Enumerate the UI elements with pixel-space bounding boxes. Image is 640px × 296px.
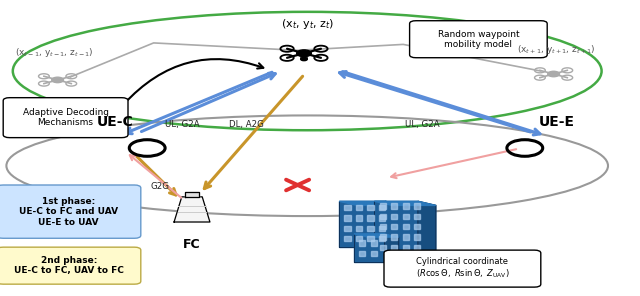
Text: 1st phase:
UE-C to FC and UAV
UE-E to UAV: 1st phase: UE-C to FC and UAV UE-E to UA… [19,197,118,226]
FancyBboxPatch shape [410,21,547,58]
FancyBboxPatch shape [0,185,141,238]
Polygon shape [385,201,403,251]
Text: UL, G2A: UL, G2A [405,120,440,129]
Text: UE-C: UE-C [97,115,134,129]
Polygon shape [414,245,420,250]
Polygon shape [403,234,409,240]
Polygon shape [367,205,374,210]
Polygon shape [403,203,409,209]
Polygon shape [380,245,386,250]
Text: 2nd phase:
UE-C to FC, UAV to FC: 2nd phase: UE-C to FC, UAV to FC [14,256,124,275]
Text: UE-E: UE-E [539,115,575,129]
Polygon shape [359,251,365,256]
Polygon shape [414,224,420,229]
Polygon shape [344,236,351,241]
Polygon shape [371,251,377,256]
Polygon shape [344,215,351,221]
Polygon shape [380,224,386,229]
Polygon shape [414,234,420,240]
Polygon shape [367,236,374,241]
Circle shape [52,77,63,83]
Polygon shape [414,203,420,209]
Polygon shape [380,214,386,219]
Polygon shape [379,205,385,210]
Text: Random waypoint
mobility model: Random waypoint mobility model [438,30,519,49]
Text: Cylindrical coordinate
$(R\cos\Theta,\ R\sin\Theta,\ Z_{\mathrm{UAV}})$: Cylindrical coordinate $(R\cos\Theta,\ R… [415,257,509,280]
Polygon shape [379,236,385,241]
Polygon shape [380,234,386,240]
Polygon shape [356,205,362,210]
FancyBboxPatch shape [0,247,141,284]
Polygon shape [356,236,362,241]
Circle shape [301,58,307,61]
Polygon shape [391,214,397,219]
Polygon shape [403,214,409,219]
Polygon shape [174,197,210,222]
Circle shape [548,71,559,77]
FancyBboxPatch shape [3,98,128,138]
Circle shape [297,50,311,57]
Polygon shape [367,215,374,221]
Polygon shape [371,240,377,246]
Polygon shape [391,203,397,209]
Polygon shape [391,224,397,229]
Polygon shape [367,226,374,231]
Polygon shape [354,234,385,262]
Polygon shape [374,201,436,205]
Polygon shape [403,224,409,229]
Polygon shape [356,226,362,231]
Text: Adaptive Decoding
Mechanisms: Adaptive Decoding Mechanisms [22,108,109,127]
Polygon shape [339,201,403,205]
Text: UL, G2A: UL, G2A [165,120,200,129]
Polygon shape [403,245,409,250]
Polygon shape [391,245,397,250]
Polygon shape [359,240,365,246]
Polygon shape [344,205,351,210]
Text: (x$_{t-1}$, y$_{t-1}$, z$_{t-1}$): (x$_{t-1}$, y$_{t-1}$, z$_{t-1}$) [15,46,93,59]
Polygon shape [354,234,399,237]
Text: (x$_{t+1}$, y$_{t+1}$, z$_{t+1}$): (x$_{t+1}$, y$_{t+1}$, z$_{t+1}$) [518,43,596,56]
Polygon shape [391,234,397,240]
Polygon shape [379,226,385,231]
Polygon shape [339,201,385,247]
Polygon shape [385,234,399,265]
Polygon shape [380,203,386,209]
Polygon shape [374,201,418,256]
Polygon shape [356,215,362,221]
Polygon shape [185,192,199,197]
Text: (x$_t$, y$_t$, z$_t$): (x$_t$, y$_t$, z$_t$) [280,17,334,31]
Polygon shape [414,214,420,219]
Polygon shape [344,226,351,231]
Text: G2G: G2G [150,182,170,191]
Text: DL, A2G: DL, A2G [229,120,264,129]
Polygon shape [418,201,436,260]
FancyBboxPatch shape [384,250,541,287]
Polygon shape [379,215,385,221]
Text: FC: FC [183,238,201,251]
